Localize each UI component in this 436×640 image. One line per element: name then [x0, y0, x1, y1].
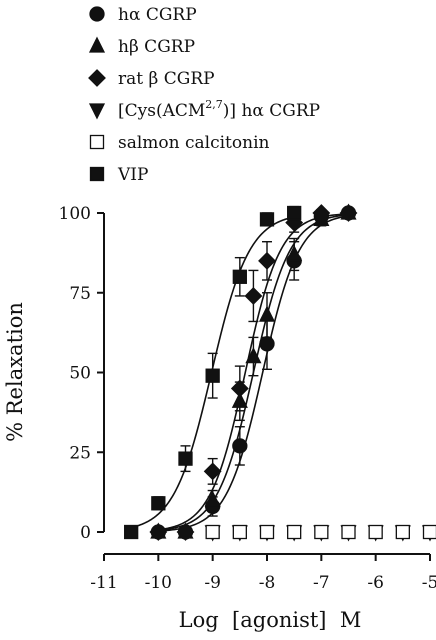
legend-item: [Cys(ACM2,7)] hα CGRP — [88, 98, 320, 121]
y-tick-label: 100 — [59, 204, 91, 224]
x-ticks: -11 -10 -9 -8 -7 -6 -5 — [90, 554, 436, 593]
x-tick-label: -7 — [313, 573, 330, 593]
x-tick-label: -5 — [422, 573, 436, 593]
legend-label-superscript: 2,7 — [205, 98, 223, 111]
y-tick-label: 0 — [80, 523, 91, 543]
data-point-series-1 — [245, 347, 262, 364]
y-tick-label: 50 — [69, 364, 91, 384]
data-points — [124, 203, 436, 542]
legend-item: hα CGRP — [89, 5, 197, 25]
data-point-series-4 — [341, 524, 356, 540]
data-point-series-4 — [232, 524, 247, 540]
data-point-series-4 — [314, 524, 329, 540]
x-tick-label: -8 — [259, 573, 276, 593]
legend-item: salmon calcitonin — [89, 133, 270, 153]
data-point-series-2 — [230, 379, 249, 398]
data-point-series-5 — [259, 212, 275, 227]
data-point-series-1 — [231, 391, 248, 408]
x-tick-label: -11 — [90, 573, 117, 593]
legend-label: hβ CGRP — [118, 37, 195, 57]
data-point-series-5 — [151, 496, 166, 511]
data-point-series-4 — [368, 524, 383, 540]
y-ticks: 0 25 50 75 100 — [59, 204, 104, 543]
data-point-series-5 — [287, 205, 302, 221]
data-point-series-2 — [149, 523, 168, 541]
legend-label: [Cys(ACM2,7)] hα CGRP — [118, 98, 320, 121]
data-point-series-2 — [258, 251, 276, 270]
legend-item: rat β CGRP — [88, 69, 215, 89]
data-point-series-4 — [422, 524, 436, 540]
data-point-series-2 — [244, 287, 263, 305]
data-point-series-4 — [205, 524, 220, 540]
data-point-series-5 — [205, 368, 220, 383]
x-tick-label: -10 — [145, 573, 172, 593]
legend-marker — [88, 36, 106, 53]
legend-label: hα CGRP — [118, 5, 197, 25]
legend-marker — [89, 166, 105, 182]
y-tick-label: 75 — [69, 284, 91, 304]
x-axis-title: Log [agonist] M — [179, 608, 362, 632]
data-point-series-2 — [312, 204, 331, 222]
x-tick-label: -6 — [367, 573, 384, 593]
data-point-series-1 — [286, 245, 303, 262]
y-axis-title: % Relaxation — [3, 302, 27, 442]
legend-marker — [89, 6, 105, 22]
legend-label: rat β CGRP — [118, 69, 215, 89]
y-tick-label: 25 — [69, 443, 91, 463]
x-tick-label: -9 — [204, 573, 221, 593]
legend-label: VIP — [117, 165, 148, 185]
legend-marker — [89, 134, 105, 150]
plot-area — [124, 203, 436, 542]
data-point-series-0 — [232, 438, 248, 454]
data-point-series-4 — [287, 524, 302, 540]
legend-item: hβ CGRP — [88, 36, 195, 57]
legend-label: salmon calcitonin — [118, 133, 270, 153]
data-point-series-5 — [124, 524, 139, 540]
data-point-series-1 — [258, 305, 276, 322]
legend-label-prefix: [Cys(ACM — [118, 101, 205, 121]
legend-item: VIP — [89, 165, 148, 185]
data-point-series-4 — [395, 524, 410, 540]
data-point-series-4 — [259, 524, 275, 540]
data-point-series-5 — [232, 269, 247, 284]
legend-marker — [88, 69, 106, 87]
data-point-series-2 — [203, 462, 222, 481]
data-point-series-2 — [339, 204, 358, 222]
data-point-series-2 — [176, 523, 195, 541]
data-point-series-5 — [178, 451, 193, 466]
legend-marker — [88, 103, 106, 120]
data-point-series-0 — [259, 336, 275, 352]
legend-label-suffix: )] hα CGRP — [223, 101, 320, 121]
legend: hα CGRP hβ CGRP rat β CGRP [Cys(ACM2,7)] hα… — [88, 5, 320, 185]
data-point-series-1 — [204, 490, 221, 507]
axes: 0 25 50 75 100 -11 -10 -9 -8 -7 -6 -5 Log [agonist… — [3, 204, 436, 632]
